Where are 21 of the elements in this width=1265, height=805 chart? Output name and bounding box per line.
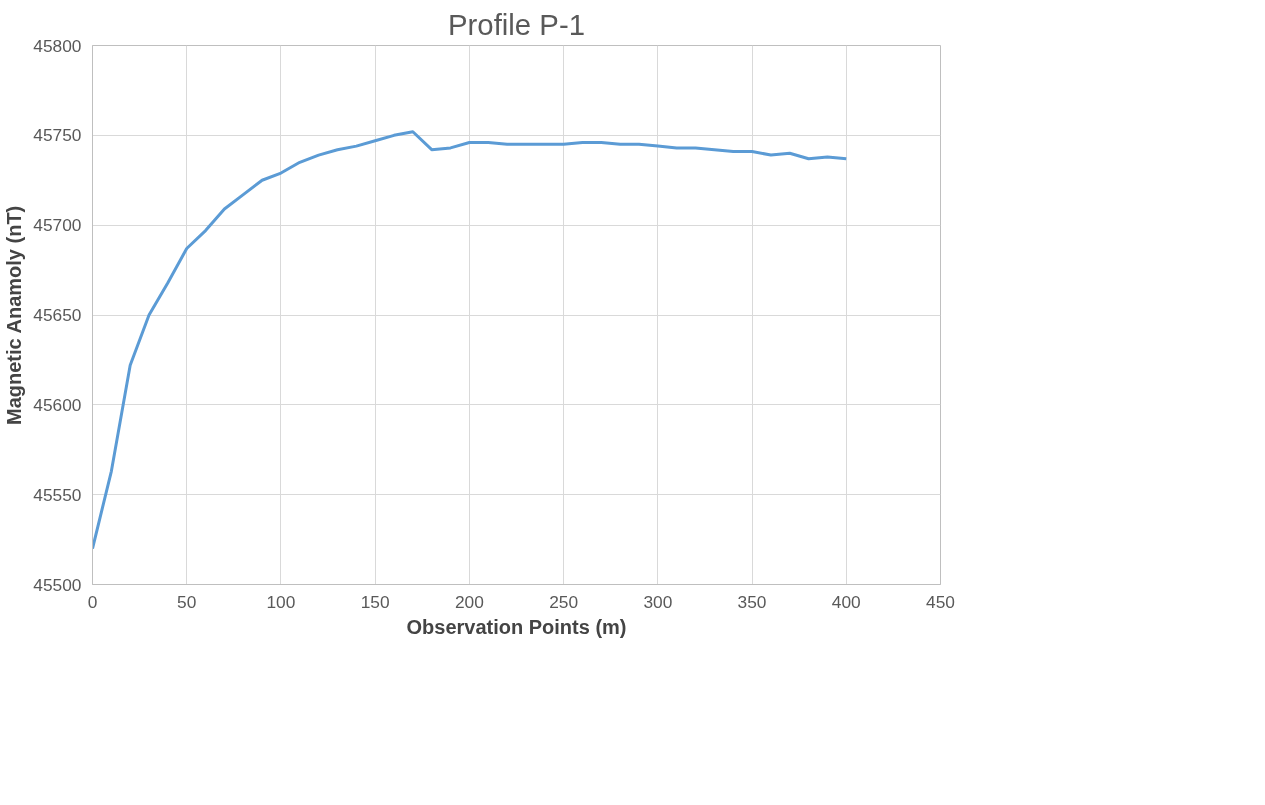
x-tick-label: 100 (266, 591, 296, 612)
y-tick-label: 45750 (33, 125, 82, 146)
x-tick-label: 300 (643, 591, 673, 612)
y-tick-label: 45600 (33, 394, 82, 415)
x-tick-label: 350 (737, 591, 767, 612)
y-tick-label: 45700 (33, 215, 82, 236)
y-axis-title: Magnetic Anamoly (nT) (3, 205, 26, 425)
y-tick-label: 45550 (33, 484, 82, 505)
x-tick-label: 50 (177, 591, 197, 612)
x-tick-label: 450 (926, 591, 955, 612)
x-tick-label: 250 (549, 591, 579, 612)
chart-title: Profile P-1 (448, 7, 585, 41)
y-tick-label: 45800 (33, 35, 82, 56)
x-tick-label: 400 (831, 591, 861, 612)
x-tick-label: 150 (360, 591, 390, 612)
x-tick-label: 0 (87, 591, 98, 612)
x-axis-title: Observation Points (m) (406, 615, 627, 638)
y-tick-label: 45500 (33, 574, 82, 595)
line-series (92, 130, 848, 551)
y-tick-label: 45650 (33, 305, 82, 325)
x-tick-label: 200 (454, 591, 484, 612)
